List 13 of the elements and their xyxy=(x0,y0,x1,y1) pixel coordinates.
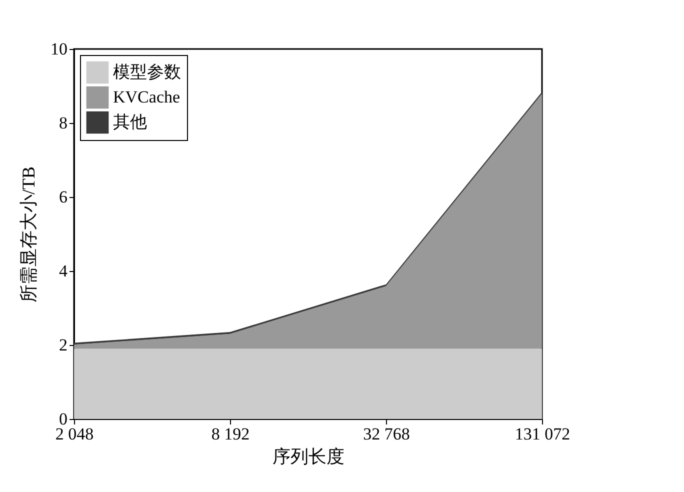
y-tick-label: 6 xyxy=(59,188,68,206)
y-tick-label: 4 xyxy=(59,262,68,280)
x-axis-title: 序列长度 xyxy=(272,446,344,466)
y-tick-label: 10 xyxy=(50,40,68,58)
x-tick-label: 131 072 xyxy=(514,424,570,444)
y-tick-label: 8 xyxy=(59,114,68,132)
legend-label: 模型参数 xyxy=(113,62,181,82)
y-axis-title: 所需显存大小/TB xyxy=(18,166,38,303)
legend-label: KVCache xyxy=(113,88,180,106)
x-tick-label: 32 768 xyxy=(363,424,410,444)
x-tick-label: 8 192 xyxy=(211,424,250,444)
y-tick-label: 2 xyxy=(59,336,68,354)
legend-label: 其他 xyxy=(113,112,147,132)
